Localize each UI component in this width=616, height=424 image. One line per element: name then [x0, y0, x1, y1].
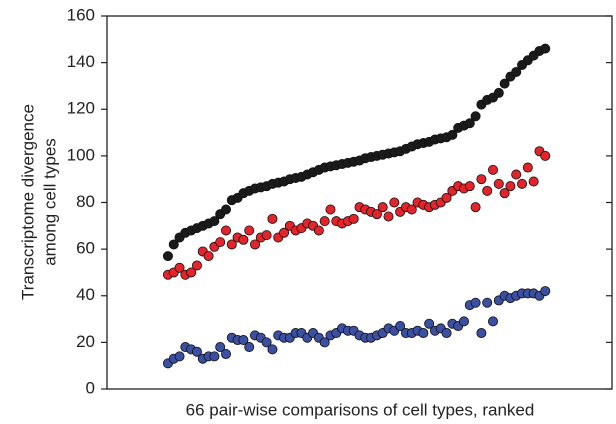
- data-point: [499, 78, 510, 89]
- data-point: [395, 321, 406, 332]
- data-point: [441, 328, 452, 339]
- data-point: [476, 328, 487, 339]
- data-point: [191, 346, 202, 357]
- y-tick-label: 60: [76, 239, 95, 258]
- data-point: [470, 297, 481, 308]
- data-point: [447, 129, 458, 140]
- data-point: [244, 342, 255, 353]
- data-point: [267, 344, 278, 355]
- data-point: [464, 118, 475, 129]
- data-point: [220, 349, 231, 360]
- data-point: [250, 239, 261, 250]
- data-point: [313, 225, 324, 236]
- data-point: [458, 316, 469, 327]
- y-tick-label: 160: [67, 5, 95, 24]
- data-point: [209, 216, 220, 227]
- data-point: [424, 318, 435, 329]
- data-point: [493, 178, 504, 189]
- data-point: [383, 211, 394, 222]
- data-point: [267, 213, 278, 224]
- y-tick-label: 140: [67, 52, 95, 71]
- y-axis-label-line: among cell types: [40, 138, 59, 266]
- y-axis-label: Transcriptome divergence among cell type…: [18, 104, 59, 300]
- data-point: [470, 202, 481, 213]
- y-tick-label: 120: [67, 99, 95, 118]
- data-point: [220, 204, 231, 215]
- data-point: [215, 342, 226, 353]
- data-point: [244, 225, 255, 236]
- data-point: [528, 176, 539, 187]
- data-point: [505, 181, 516, 192]
- data-point: [377, 202, 388, 213]
- data-point: [517, 178, 528, 189]
- data-point: [203, 251, 214, 262]
- data-point: [540, 150, 551, 161]
- data-point: [441, 192, 452, 203]
- y-axis-label-line: Transcriptome divergence: [18, 104, 37, 300]
- data-point: [209, 351, 220, 362]
- y-tick-label: 40: [76, 285, 95, 304]
- data-point: [540, 43, 551, 54]
- data-point: [482, 297, 493, 308]
- data-point: [261, 337, 272, 348]
- data-point: [220, 225, 231, 236]
- data-point: [174, 351, 185, 362]
- data-point: [522, 162, 533, 173]
- data-point: [482, 185, 493, 196]
- data-point: [406, 204, 417, 215]
- data-point: [511, 66, 522, 77]
- data-point: [540, 286, 551, 297]
- data-point: [476, 174, 487, 185]
- data-point: [488, 316, 499, 327]
- data-point: [186, 267, 197, 278]
- data-point: [261, 230, 272, 241]
- y-tick-label: 20: [76, 332, 95, 351]
- data-point: [493, 87, 504, 98]
- data-point: [319, 216, 330, 227]
- data-point: [238, 234, 249, 245]
- data-point: [488, 164, 499, 175]
- data-point: [168, 239, 179, 250]
- data-point: [174, 262, 185, 273]
- y-tick-label: 100: [67, 145, 95, 164]
- data-point: [464, 181, 475, 192]
- data-point: [238, 335, 249, 346]
- data-point: [319, 337, 330, 348]
- y-tick-label: 80: [76, 192, 95, 211]
- data-point: [348, 213, 359, 224]
- data-point: [371, 209, 382, 220]
- x-axis-label: 66 pair-wise comparisons of cell types, …: [186, 400, 535, 419]
- data-point: [226, 239, 237, 250]
- data-point: [418, 328, 429, 339]
- data-point: [470, 111, 481, 122]
- data-point: [162, 251, 173, 262]
- data-point: [279, 227, 290, 238]
- y-tick-label: 0: [86, 378, 95, 397]
- data-point: [499, 188, 510, 199]
- data-point: [325, 204, 336, 215]
- data-point: [511, 169, 522, 180]
- data-point: [389, 197, 400, 208]
- data-point: [191, 260, 202, 271]
- data-point: [215, 237, 226, 248]
